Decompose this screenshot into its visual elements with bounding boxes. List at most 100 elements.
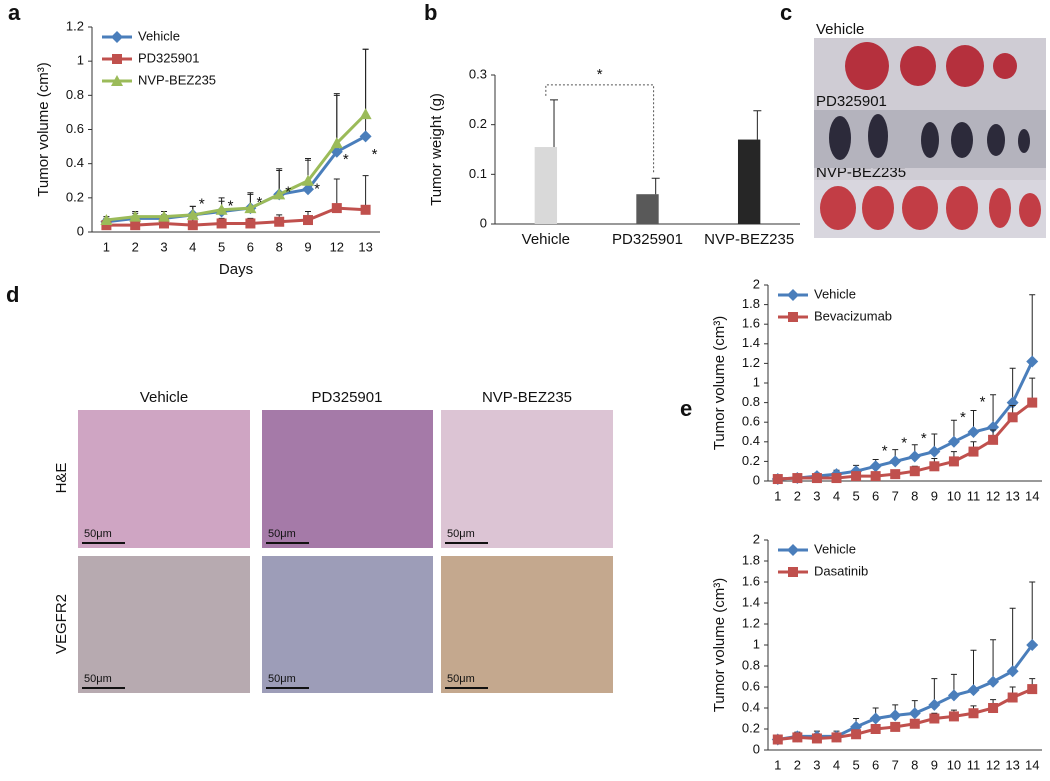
- row-header: H&E: [53, 463, 70, 494]
- legend-label: Vehicle: [138, 28, 180, 43]
- y-axis-label: Tumor weight (g): [428, 93, 445, 206]
- x-tick-label: 8: [911, 488, 918, 503]
- y-tick-label: 0.8: [742, 394, 760, 409]
- x-tick-label: 9: [931, 488, 938, 503]
- marker: [187, 220, 198, 231]
- marker: [869, 460, 882, 473]
- x-tick-label: 14: [1025, 757, 1039, 772]
- significance-bracket: [545, 84, 655, 175]
- x-tick-label: 11: [967, 757, 981, 772]
- error-bar: [333, 93, 340, 144]
- panel-label: c: [780, 0, 792, 25]
- marker: [988, 434, 999, 445]
- marker: [968, 708, 979, 719]
- marker: [244, 202, 257, 214]
- panel-label: d: [6, 282, 19, 307]
- marker: [870, 724, 881, 734]
- tumor: [989, 188, 1011, 228]
- marker: [159, 218, 169, 229]
- y-tick-label: 0.4: [66, 155, 84, 170]
- marker: [130, 220, 141, 231]
- y-tick-label: 0.8: [742, 657, 760, 672]
- marker: [792, 473, 803, 484]
- marker: [792, 732, 803, 743]
- x-tick-label: 2: [132, 239, 139, 254]
- row-header: VEGFR2: [53, 594, 70, 654]
- marker: [928, 698, 941, 711]
- marker: [908, 707, 921, 720]
- marker: [869, 712, 882, 725]
- panel-label: a: [8, 0, 21, 25]
- x-tick-label: 1: [774, 488, 781, 503]
- y-tick-label: 0: [480, 215, 487, 230]
- significance-mark: *: [921, 430, 927, 447]
- series: [100, 48, 372, 226]
- significance-mark: *: [980, 394, 986, 411]
- photo-label: PD325901: [816, 93, 887, 110]
- y-tick-label: 0.6: [742, 414, 760, 429]
- y-axis-label: Tumor volume (cm³): [711, 578, 728, 712]
- legend-label: Vehicle: [814, 286, 856, 301]
- x-tick-label: 1: [774, 757, 781, 772]
- legend-label: Vehicle: [814, 541, 856, 556]
- marker: [928, 445, 941, 458]
- tumor: [921, 122, 939, 158]
- series-line: [106, 113, 367, 222]
- y-tick-label: 0.4: [742, 433, 760, 448]
- y-tick-label: 0: [753, 741, 760, 756]
- significance-mark: *: [343, 151, 349, 168]
- x-tick-label: 13: [1005, 757, 1019, 772]
- y-tick-label: 0.2: [742, 720, 760, 735]
- marker: [101, 220, 112, 231]
- x-tick-label: 4: [189, 239, 196, 254]
- marker: [948, 711, 959, 722]
- y-tick-label: 0.3: [469, 66, 487, 81]
- y-tick-label: 2: [753, 276, 760, 291]
- y-tick-label: 1: [77, 53, 84, 68]
- micrograph: [441, 410, 613, 548]
- significance-mark: *: [285, 184, 291, 201]
- marker: [851, 729, 862, 740]
- x-tick-label: 2: [794, 488, 801, 503]
- tumor: [946, 45, 984, 87]
- tumor: [862, 186, 894, 230]
- error-bar: [1029, 294, 1036, 362]
- significance-mark: *: [882, 443, 888, 460]
- marker: [788, 312, 798, 322]
- series: [772, 678, 1038, 745]
- x-tick-label: 8: [911, 757, 918, 772]
- y-tick-label: 1.4: [742, 594, 760, 609]
- marker: [811, 733, 822, 744]
- x-tick-label: 12: [330, 239, 344, 254]
- tumor: [900, 46, 936, 86]
- y-tick-label: 0.8: [66, 87, 84, 102]
- significance-mark: *: [256, 194, 262, 211]
- marker: [1007, 412, 1018, 423]
- error-bar: [651, 177, 660, 195]
- x-tick-label: NVP-BEZ235: [704, 231, 794, 248]
- marker: [273, 188, 286, 200]
- column-header: PD325901: [312, 389, 383, 406]
- error-bar: [753, 110, 762, 140]
- significance-mark: *: [372, 146, 378, 163]
- y-tick-label: 0.2: [469, 116, 487, 131]
- x-tick-label: 12: [986, 488, 1000, 503]
- x-tick-label: 13: [358, 239, 372, 254]
- tumor-row: [845, 42, 1017, 90]
- marker: [787, 544, 799, 556]
- y-tick-label: 1.8: [742, 296, 760, 311]
- significance-mark: *: [597, 66, 603, 83]
- marker: [908, 450, 921, 463]
- tumor-photos: Vehicle PD325901 NVP-BEZ235: [814, 21, 1046, 238]
- y-tick-label: 0.2: [66, 189, 84, 204]
- panel-label: e: [680, 396, 692, 421]
- marker: [100, 214, 113, 226]
- x-tick-label: 4: [833, 757, 840, 772]
- bar: [534, 147, 558, 224]
- significance-mark: *: [901, 435, 907, 452]
- y-axis-label: Tumor volume (cm³): [35, 62, 52, 196]
- x-tick-label: PD325901: [612, 231, 683, 248]
- tumor: [993, 53, 1017, 79]
